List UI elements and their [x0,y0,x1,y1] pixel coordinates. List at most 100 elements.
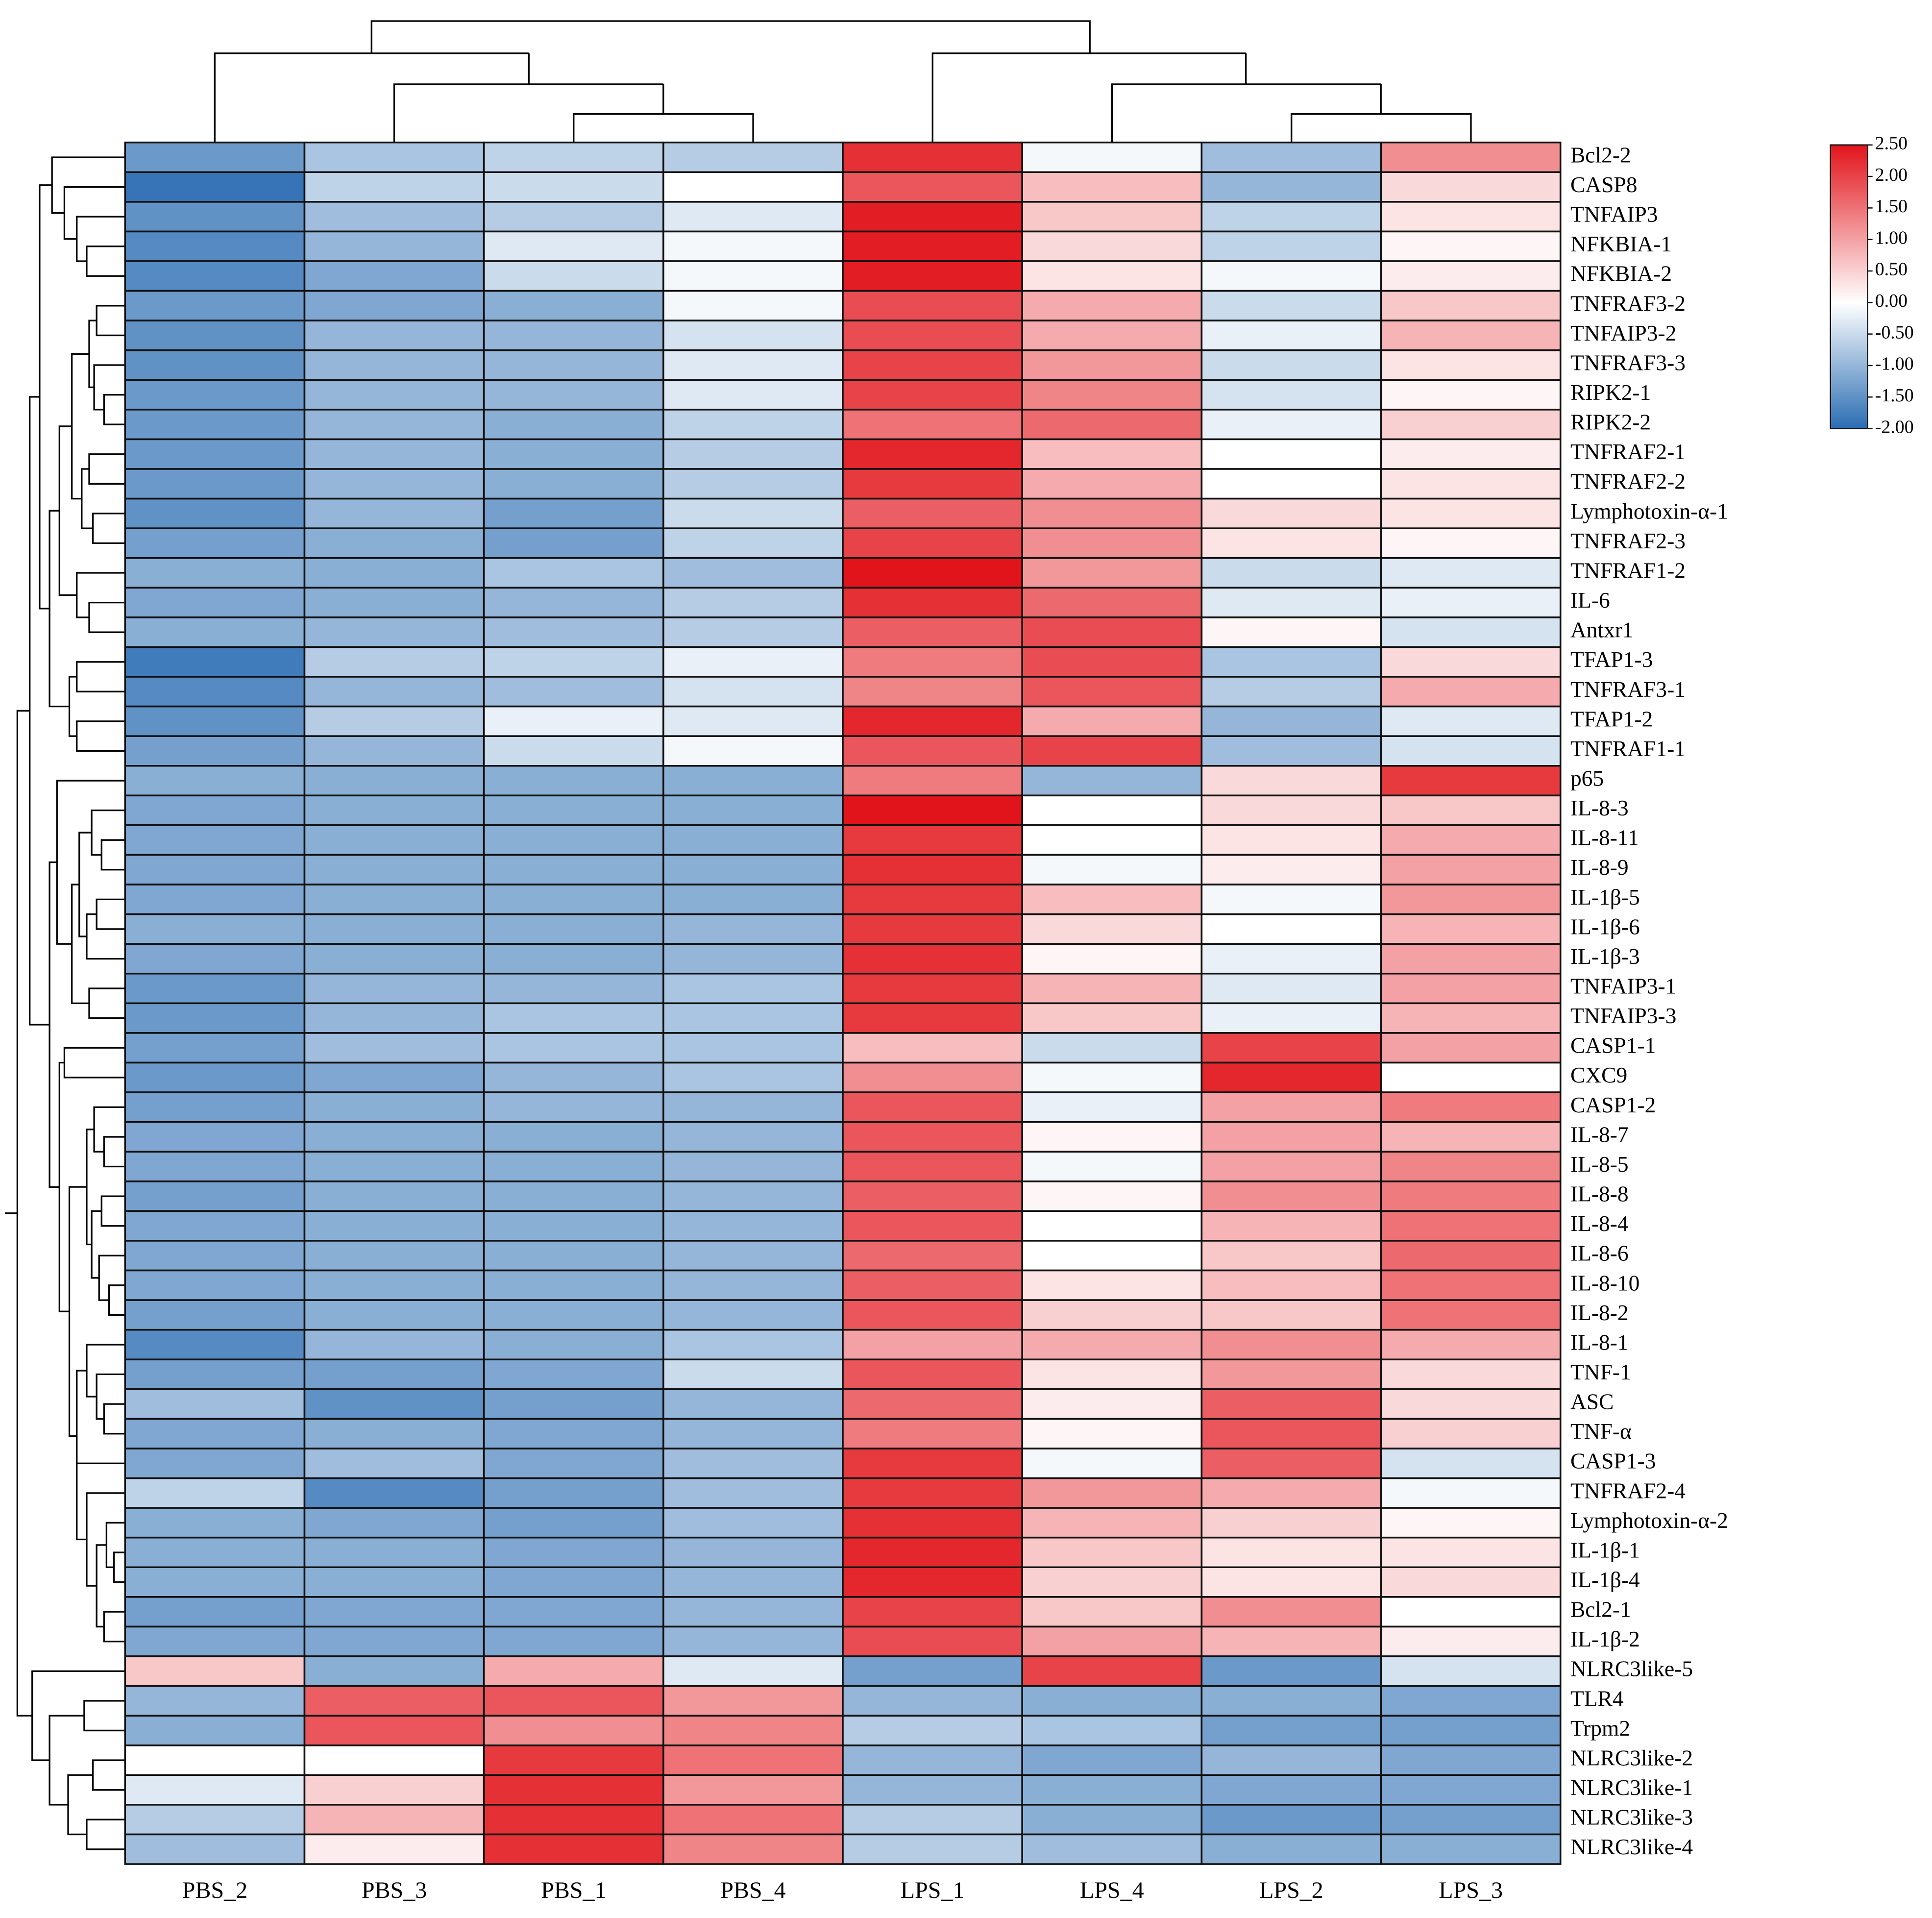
heatmap-cell [842,379,1023,411]
heatmap-cell [842,438,1023,470]
heatmap-cell [662,1715,844,1746]
heatmap-cell [1380,1744,1562,1776]
heatmap-cell [1200,943,1382,975]
heatmap-cell [1021,320,1203,351]
heatmap-cell [124,705,306,737]
heatmap-cell [1021,1269,1203,1301]
heatmap-cell [124,1151,306,1182]
heatmap-cell [1380,764,1562,797]
heatmap-cell [1380,854,1562,885]
heatmap-cell [483,1833,664,1865]
heatmap-cell [124,676,306,708]
heatmap-cell [483,854,664,885]
heatmap-cell [1380,349,1562,381]
heatmap-cell [842,973,1023,1005]
heatmap-cell [662,497,844,529]
heatmap-cell [303,1507,485,1539]
heatmap-cell [1380,1151,1562,1182]
row-label: TNFRAF2-1 [1570,439,1686,464]
heatmap-cell [842,1032,1023,1064]
heatmap-cell [1200,1358,1382,1390]
heatmap-cell [483,527,664,559]
heatmap-cell [662,1655,844,1687]
heatmap-cell [483,676,664,708]
heatmap-cell [662,557,844,589]
heatmap-cell [124,527,306,559]
row-label: TNFAIP3-3 [1570,1003,1676,1028]
heatmap-cell [1021,379,1203,411]
heatmap-cell [1380,1774,1562,1806]
heatmap-cell [483,587,664,618]
heatmap-cell [1380,913,1562,945]
row-label: NFKBIA-2 [1570,261,1672,286]
heatmap-cell [483,1715,664,1746]
heatmap-cell [842,290,1023,321]
legend-tick-label: 1.00 [1875,227,1908,248]
heatmap-cell [124,1833,306,1865]
heatmap-cell [662,1180,844,1212]
heatmap-cell [662,1121,844,1153]
heatmap-cell [662,943,844,975]
heatmap-cell [303,1180,485,1212]
heatmap-cell [842,1715,1023,1746]
heatmap-cell [1380,260,1562,292]
row-label: IL-6 [1570,588,1610,613]
dendrogram-branch [214,20,1472,143]
heatmap-cell [842,1596,1023,1628]
heatmap-cell [1021,1180,1203,1212]
heatmap-cell [1021,1418,1203,1450]
dendrogram-branch [5,156,125,1850]
legend-tick-label: -2.00 [1875,417,1914,437]
heatmap-cell [662,1061,844,1093]
heatmap-cell [483,557,664,589]
heatmap-cell [842,349,1023,381]
heatmap-cell [1380,1240,1562,1272]
heatmap-cell [1200,616,1382,648]
heatmap-cell [303,764,485,797]
heatmap-cell [124,1328,306,1361]
row-label: ASC [1570,1389,1614,1414]
heatmap-cell [124,1596,306,1628]
heatmap-cell [1021,1151,1203,1182]
heatmap-cell [483,973,664,1005]
heatmap-cell [1200,468,1382,500]
heatmap-cell [483,1596,664,1628]
heatmap-cell [303,230,485,262]
heatmap-cell [124,1032,306,1064]
heatmap-cell [842,824,1023,856]
heatmap-cell [662,616,844,648]
heatmap-cell [124,320,306,351]
heatmap-cell [1021,676,1203,708]
heatmap-cell [1200,320,1382,351]
heatmap-cell [842,497,1023,529]
row-label: NLRC3like-1 [1570,1775,1693,1800]
heatmap-cell [124,587,306,618]
heatmap-cell [1200,1091,1382,1123]
heatmap-cell [1021,764,1203,797]
column-label: LPS_1 [901,1877,965,1903]
heatmap-cell [1380,1566,1562,1598]
heatmap-cell [1021,1566,1203,1598]
heatmap-cell [124,1774,306,1806]
row-label: IL-8-10 [1570,1270,1639,1295]
heatmap-cell [483,260,664,292]
heatmap-cell [124,616,306,648]
heatmap-cell [1380,1388,1562,1420]
heatmap-cell [1200,646,1382,678]
heatmap-cell [124,497,306,529]
heatmap-cell [662,1240,844,1272]
heatmap-cell [1380,438,1562,470]
heatmap-cell [662,1804,844,1836]
heatmap-cell [483,1299,664,1331]
heatmap-cell [1021,1833,1203,1865]
heatmap-cell [483,764,664,797]
heatmap-cell [842,141,1023,173]
heatmap-cell [303,1121,485,1153]
heatmap-cell [662,764,844,797]
heatmap-cell [662,1625,844,1657]
heatmap-cell [662,1299,844,1331]
heatmap-cell [1021,1121,1203,1153]
heatmap-cell [124,438,306,470]
heatmap-cell [1021,943,1203,975]
heatmap-cell [842,1002,1023,1034]
